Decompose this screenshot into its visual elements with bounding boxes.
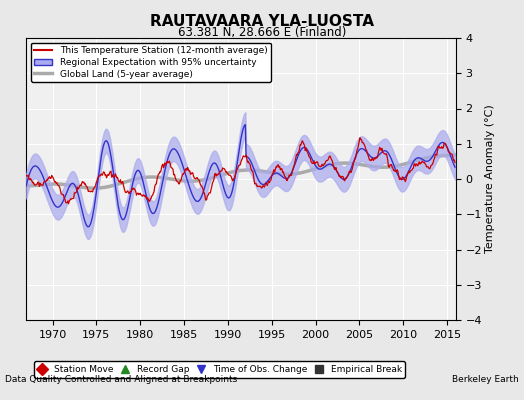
Legend: Station Move, Record Gap, Time of Obs. Change, Empirical Break: Station Move, Record Gap, Time of Obs. C… [34, 361, 405, 378]
Y-axis label: Temperature Anomaly (°C): Temperature Anomaly (°C) [485, 105, 495, 253]
Text: 63.381 N, 28.666 E (Finland): 63.381 N, 28.666 E (Finland) [178, 26, 346, 39]
Text: Data Quality Controlled and Aligned at Breakpoints: Data Quality Controlled and Aligned at B… [5, 375, 237, 384]
Text: RAUTAVAARA YLA-LUOSTA: RAUTAVAARA YLA-LUOSTA [150, 14, 374, 29]
Text: Berkeley Earth: Berkeley Earth [452, 375, 519, 384]
